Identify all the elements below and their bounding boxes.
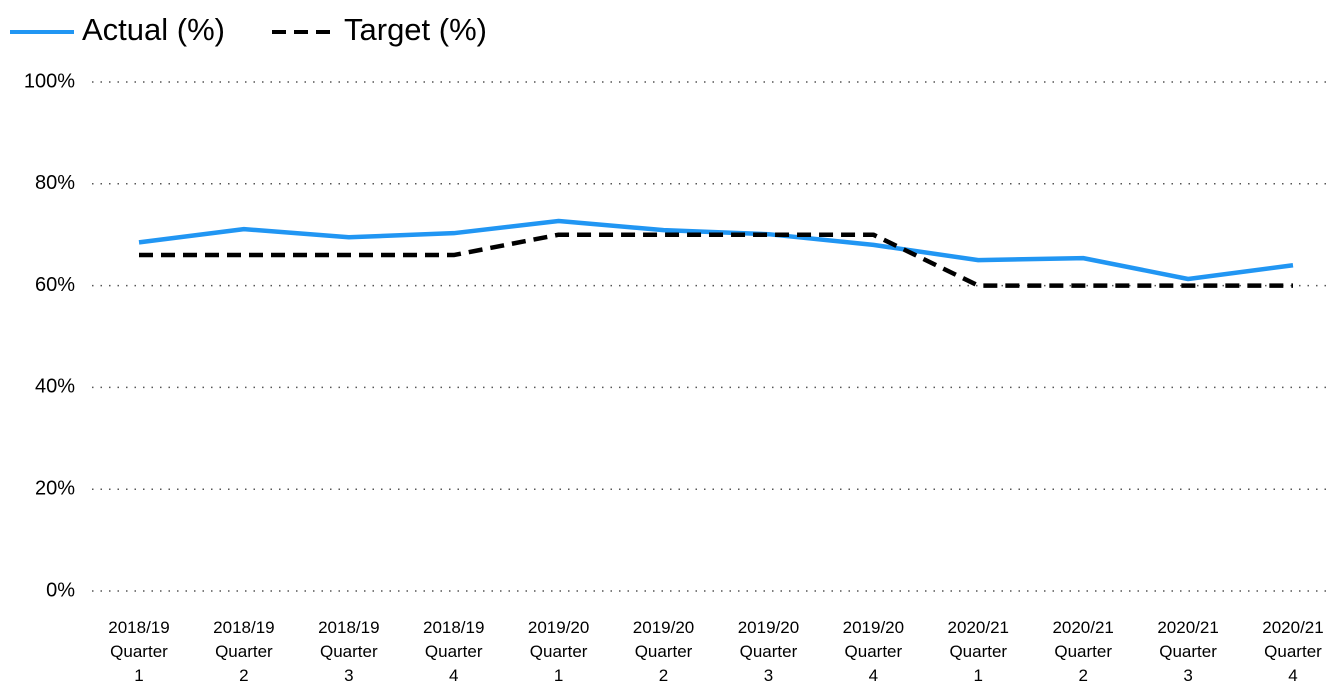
- x-tick-label: 2019/20 Quarter 1: [527, 618, 590, 685]
- x-tick-label: 2018/19 Quarter 1: [108, 618, 170, 685]
- y-tick-label: 60%: [35, 274, 75, 296]
- y-tick-label: 40%: [35, 376, 75, 398]
- x-tick-label: 2018/19 Quarter 3: [318, 618, 380, 685]
- x-tick-label: 2020/21 Quarter 3: [1157, 618, 1219, 685]
- x-tick-label: 2020/21 Quarter 2: [1052, 618, 1114, 685]
- line-series: [138, 218, 1294, 282]
- x-tick-label: 2018/19 Quarter 4: [422, 618, 485, 685]
- line-series: [139, 232, 1293, 288]
- x-tick-label: 2018/19 Quarter 2: [213, 618, 275, 685]
- legend-label: Target (%): [344, 12, 487, 47]
- legend-label: Actual (%): [82, 12, 225, 47]
- x-tick-label: 2019/20 Quarter 4: [842, 618, 905, 685]
- y-tick-label: 0%: [46, 579, 75, 601]
- y-tick-label: 20%: [35, 477, 75, 499]
- x-tick-label: 2019/20 Quarter 3: [737, 618, 800, 685]
- x-tick-label: 2019/20 Quarter 2: [632, 618, 695, 685]
- x-tick-label: 2020/21 Quarter 1: [947, 618, 1009, 685]
- y-tick-label: 80%: [35, 172, 75, 194]
- x-tick-label: 2020/21 Quarter 4: [1262, 618, 1324, 685]
- y-tick-label: 100%: [24, 70, 75, 92]
